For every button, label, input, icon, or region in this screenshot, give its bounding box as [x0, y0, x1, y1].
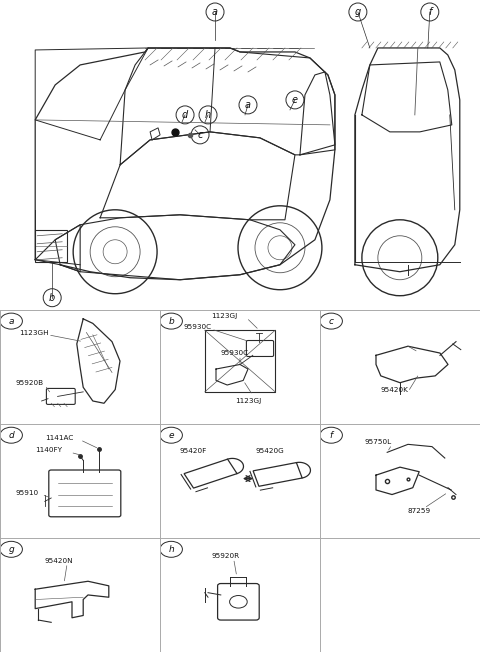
- Text: b: b: [168, 317, 174, 325]
- Text: a: a: [9, 317, 14, 325]
- Text: 95930C: 95930C: [184, 324, 212, 330]
- Text: e: e: [168, 431, 174, 439]
- Text: 87259: 87259: [408, 508, 431, 514]
- Text: 95420K: 95420K: [381, 387, 408, 393]
- Text: 1123GH: 1123GH: [19, 330, 49, 336]
- Text: 1123GJ: 1123GJ: [211, 313, 237, 319]
- Text: a: a: [245, 100, 251, 110]
- Text: 1140FY: 1140FY: [35, 447, 62, 453]
- Text: 95920R: 95920R: [211, 554, 240, 559]
- Text: h: h: [168, 545, 174, 554]
- Text: c: c: [329, 317, 334, 325]
- Text: 1141AC: 1141AC: [45, 435, 73, 441]
- Text: 95930C: 95930C: [221, 350, 249, 357]
- Text: 95420G: 95420G: [256, 449, 285, 454]
- Text: 1123GJ: 1123GJ: [235, 398, 261, 404]
- Text: d: d: [8, 431, 14, 439]
- Text: a: a: [212, 7, 218, 17]
- Text: 95750L: 95750L: [365, 439, 392, 445]
- Text: 95920B: 95920B: [16, 380, 44, 386]
- Text: 95910: 95910: [16, 490, 39, 496]
- Text: f: f: [330, 431, 333, 439]
- Text: e: e: [292, 95, 298, 105]
- Text: g: g: [355, 7, 361, 17]
- Text: g: g: [8, 545, 14, 554]
- Text: 95420N: 95420N: [45, 558, 73, 564]
- Text: c: c: [197, 130, 203, 140]
- Text: d: d: [182, 110, 188, 120]
- Text: h: h: [205, 110, 211, 120]
- Text: 95420F: 95420F: [179, 449, 206, 454]
- Bar: [35, 230, 67, 261]
- Text: f: f: [428, 7, 432, 17]
- Text: b: b: [49, 293, 55, 303]
